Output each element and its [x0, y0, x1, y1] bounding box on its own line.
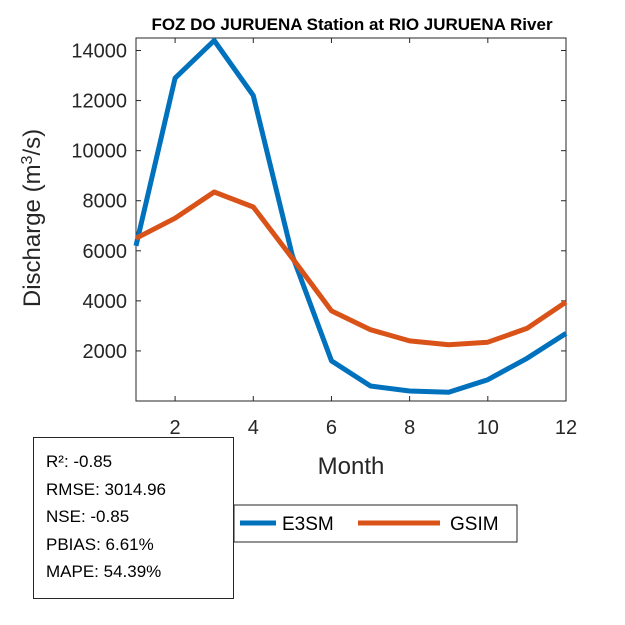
legend: E3SM GSIM — [234, 505, 517, 542]
series-line-gsim — [136, 192, 566, 345]
y-tick-label: 10000 — [71, 141, 127, 163]
y-axis-label-base: Discharge (m — [19, 164, 46, 307]
y-tick-label: 6000 — [83, 241, 128, 263]
y-axis-label-sup: 3 — [19, 155, 36, 164]
y-tick-label: 2000 — [83, 341, 128, 363]
x-tick-label: 2 — [170, 417, 181, 439]
axes-frame — [136, 38, 566, 401]
y-axis-label: Discharge (m3/s) — [19, 129, 47, 307]
stat-rmse: RMSE: 3014.96 — [46, 476, 233, 504]
y-tick-label: 12000 — [71, 91, 127, 113]
stat-r2: R²: -0.85 — [46, 448, 233, 476]
stat-mape: MAPE: 54.39% — [46, 558, 233, 586]
x-tick-label: 12 — [555, 417, 577, 439]
y-tick-label: 14000 — [71, 41, 127, 63]
x-tick-label: 10 — [477, 417, 499, 439]
y-tick-label: 4000 — [83, 291, 128, 313]
plot-area: 2 4 6 8 10 12 2000 4000 6000 8000 10000 12000 14000 — [71, 38, 577, 439]
x-tick-label: 8 — [404, 417, 415, 439]
x-axis-label: Month — [318, 453, 385, 480]
y-tick-label: 8000 — [83, 191, 128, 213]
x-tick-label: 6 — [326, 417, 337, 439]
x-tick-label: 4 — [248, 417, 259, 439]
stats-box: R²: -0.85 RMSE: 3014.96 NSE: -0.85 PBIAS… — [33, 437, 234, 599]
chart-title: FOZ DO JURUENA Station at RIO JURUENA Ri… — [151, 15, 553, 34]
stat-nse: NSE: -0.85 — [46, 503, 233, 531]
y-axis-label-tail: /s) — [19, 129, 46, 156]
stat-pbias: PBIAS: 6.61% — [46, 531, 233, 559]
legend-label-gsim: GSIM — [450, 514, 499, 535]
legend-label-e3sm: E3SM — [282, 514, 334, 535]
